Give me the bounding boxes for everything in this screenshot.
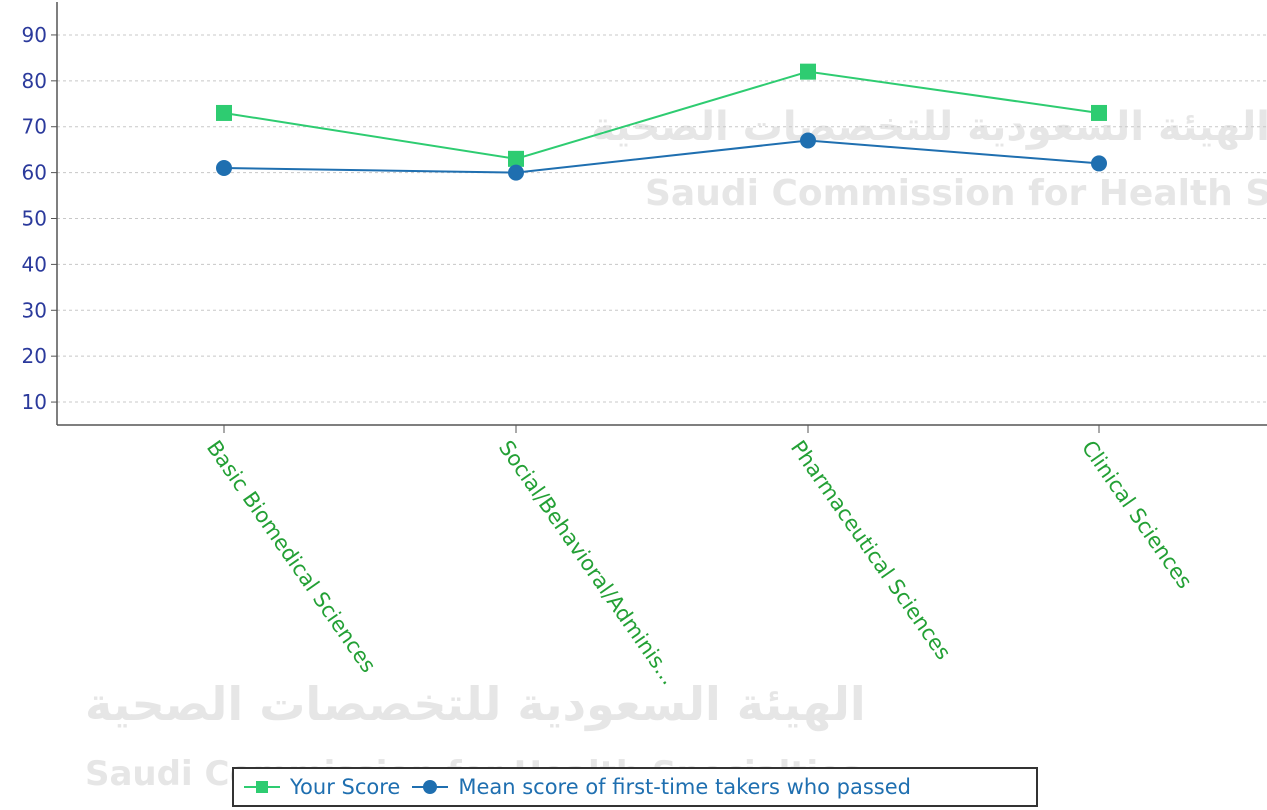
circle-marker-icon: [412, 780, 449, 794]
your-score-point: [216, 104, 232, 121]
y-tick-label: 90: [22, 23, 47, 47]
x-tick-label: Clinical Sciences: [1077, 436, 1197, 593]
legend-label-mean-score: Mean score of first-time takers who pass…: [458, 775, 911, 799]
y-tick-label: 10: [22, 390, 47, 414]
your-score-point: [1091, 104, 1107, 121]
series-line-2: [223, 139, 1100, 174]
x-tick-label: Pharmaceutical Sciences: [786, 436, 956, 664]
y-tick-label: 50: [22, 207, 47, 231]
square-marker-icon: [244, 781, 280, 793]
watermark-english-top: Saudi Commission for Health Specialties: [645, 173, 1267, 214]
legend: Your Score Mean score of first-time take…: [232, 767, 1038, 807]
mean-score-point: [508, 164, 524, 181]
your-score-point: [508, 150, 524, 167]
y-tick-label: 30: [22, 298, 47, 322]
series-line-1: [223, 70, 1100, 160]
y-tick-label: 70: [22, 115, 47, 139]
y-tick-label: 20: [22, 344, 47, 368]
legend-item-mean-score: Mean score of first-time takers who pass…: [410, 775, 911, 799]
mean-score-point: [800, 132, 816, 149]
mean-score-point: [216, 160, 232, 177]
y-tick-label: 40: [22, 252, 47, 276]
legend-item-your-score: Your Score: [242, 775, 400, 799]
x-tick-label: Social/Behavioral/Adminis...: [494, 436, 681, 689]
legend-label-your-score: Your Score: [290, 775, 401, 799]
y-tick-label: 60: [22, 161, 47, 185]
x-tick-label: Basic Biomedical Sciences: [202, 436, 381, 677]
y-tick-label: 80: [22, 69, 47, 93]
your-score-point: [800, 63, 816, 80]
mean-score-point: [1091, 155, 1107, 172]
watermark-arabic-bottom: الهيئة السعودية للتخصصات الصحية: [85, 677, 866, 731]
